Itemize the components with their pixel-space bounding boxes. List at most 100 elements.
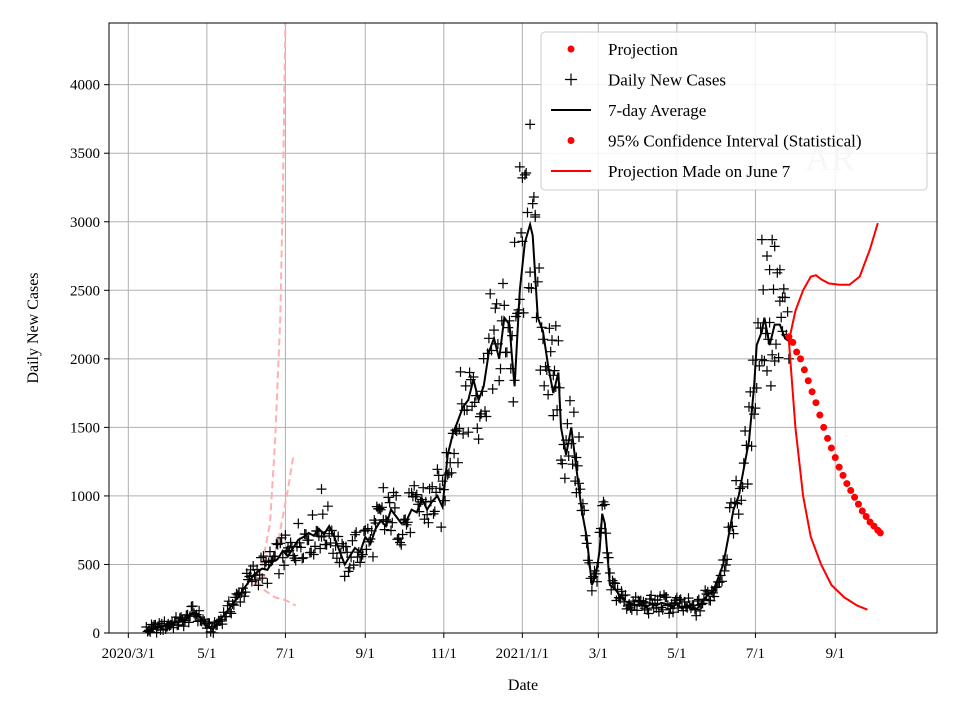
daily-case-marker (280, 530, 291, 541)
daily-case-marker (178, 621, 189, 632)
daily-case-marker (290, 555, 301, 566)
daily-case-marker (391, 490, 402, 501)
daily-case-marker (274, 568, 284, 579)
daily-case-marker (517, 172, 528, 183)
daily-case-marker (491, 298, 502, 309)
legend-label: Projection Made on June 7 (608, 162, 791, 181)
daily-case-marker (441, 447, 452, 458)
daily-case-marker (361, 544, 372, 555)
daily-case-marker (769, 241, 780, 252)
daily-case-marker (235, 597, 246, 607)
daily-case-marker (568, 407, 579, 418)
y-axis-label: Daily New Cases (25, 272, 42, 383)
daily-case-marker (378, 482, 389, 493)
daily-case-marker (154, 618, 165, 629)
daily-case-marker (659, 589, 669, 600)
daily-case-marker (428, 508, 439, 519)
daily-case-marker (518, 307, 529, 318)
daily-case-marker (683, 593, 694, 604)
daily-case-marker (397, 529, 408, 540)
daily-case-marker (737, 481, 748, 492)
daily-case-marker (386, 525, 396, 536)
projection-dot (789, 338, 797, 346)
daily-case-marker (774, 264, 785, 275)
daily-case-marker (674, 595, 685, 606)
daily-case-marker (695, 605, 706, 616)
daily-case-marker (347, 535, 358, 546)
daily-case-marker (485, 288, 496, 299)
daily-case-marker (253, 580, 264, 591)
early-projection-lower-line (256, 580, 297, 607)
daily-case-marker (405, 527, 416, 538)
daily-case-marker (356, 551, 367, 562)
daily-case-marker (532, 276, 543, 287)
daily-case-marker (325, 538, 336, 548)
daily-case-marker (668, 607, 678, 618)
daily-case-marker (528, 192, 539, 202)
legend-handle-dot (567, 45, 575, 53)
daily-case-marker (557, 458, 568, 469)
daily-case-marker (499, 300, 510, 311)
projection-dot (793, 348, 801, 356)
projection-dot (843, 480, 851, 488)
projection-dot (839, 471, 847, 479)
x-tick-label: 9/1 (356, 646, 375, 662)
daily-case-marker (783, 353, 794, 364)
daily-case-marker (340, 541, 351, 552)
projection-dot (816, 411, 824, 419)
daily-case-marker (656, 602, 667, 613)
daily-case-marker (717, 576, 727, 587)
daily-case-marker (526, 283, 537, 294)
projection-dot (831, 454, 839, 462)
projection-dot (876, 529, 884, 537)
daily-case-marker (483, 333, 494, 344)
daily-case-marker (473, 434, 484, 445)
daily-case-marker (410, 491, 421, 502)
daily-case-marker (586, 585, 597, 596)
daily-case-marker (753, 317, 763, 328)
projection-dot (808, 388, 816, 396)
daily-case-marker (446, 467, 457, 478)
y-tick-label: 0 (93, 626, 101, 642)
daily-case-marker (549, 365, 560, 376)
daily-case-marker (187, 601, 198, 612)
daily-case-marker (351, 527, 362, 538)
y-tick-label: 1000 (70, 489, 100, 505)
projection-dot (827, 444, 835, 452)
y-tick-label: 2000 (70, 352, 100, 368)
daily-case-marker (463, 427, 474, 438)
daily-case-marker (480, 406, 490, 417)
daily-case-marker (429, 506, 440, 517)
x-tick-label: 3/1 (589, 646, 608, 662)
daily-case-marker (495, 363, 506, 374)
seven-day-average-line (146, 220, 790, 632)
daily-case-marker (298, 552, 309, 563)
projection-dot (851, 493, 859, 501)
daily-case-marker (773, 352, 784, 363)
daily-case-marker (768, 284, 779, 295)
daily-case-marker (462, 405, 472, 415)
daily-case-marker (562, 418, 573, 429)
daily-case-marker (257, 573, 268, 584)
daily-case-marker (610, 578, 621, 589)
daily-case-marker (387, 517, 398, 528)
daily-case-marker (759, 355, 770, 366)
x-tick-label: 7/1 (746, 646, 765, 662)
projection-dot (812, 399, 820, 407)
daily-case-marker (563, 451, 574, 461)
projection-lower-line (787, 340, 868, 611)
daily-case-marker (531, 312, 542, 323)
projection-dot (800, 366, 808, 374)
daily-case-marker (198, 614, 208, 625)
daily-case-marker (516, 227, 527, 238)
legend-handle-plus (565, 73, 577, 86)
daily-case-marker (308, 549, 319, 560)
projection-dot (785, 333, 793, 341)
daily-case-marker (288, 550, 299, 561)
y-tick-label: 1500 (70, 420, 100, 436)
daily-case-marker (545, 346, 556, 357)
x-tick-label: 5/1 (667, 646, 686, 662)
daily-case-marker (534, 263, 545, 273)
daily-case-marker (733, 509, 744, 520)
daily-case-marker (440, 495, 451, 506)
